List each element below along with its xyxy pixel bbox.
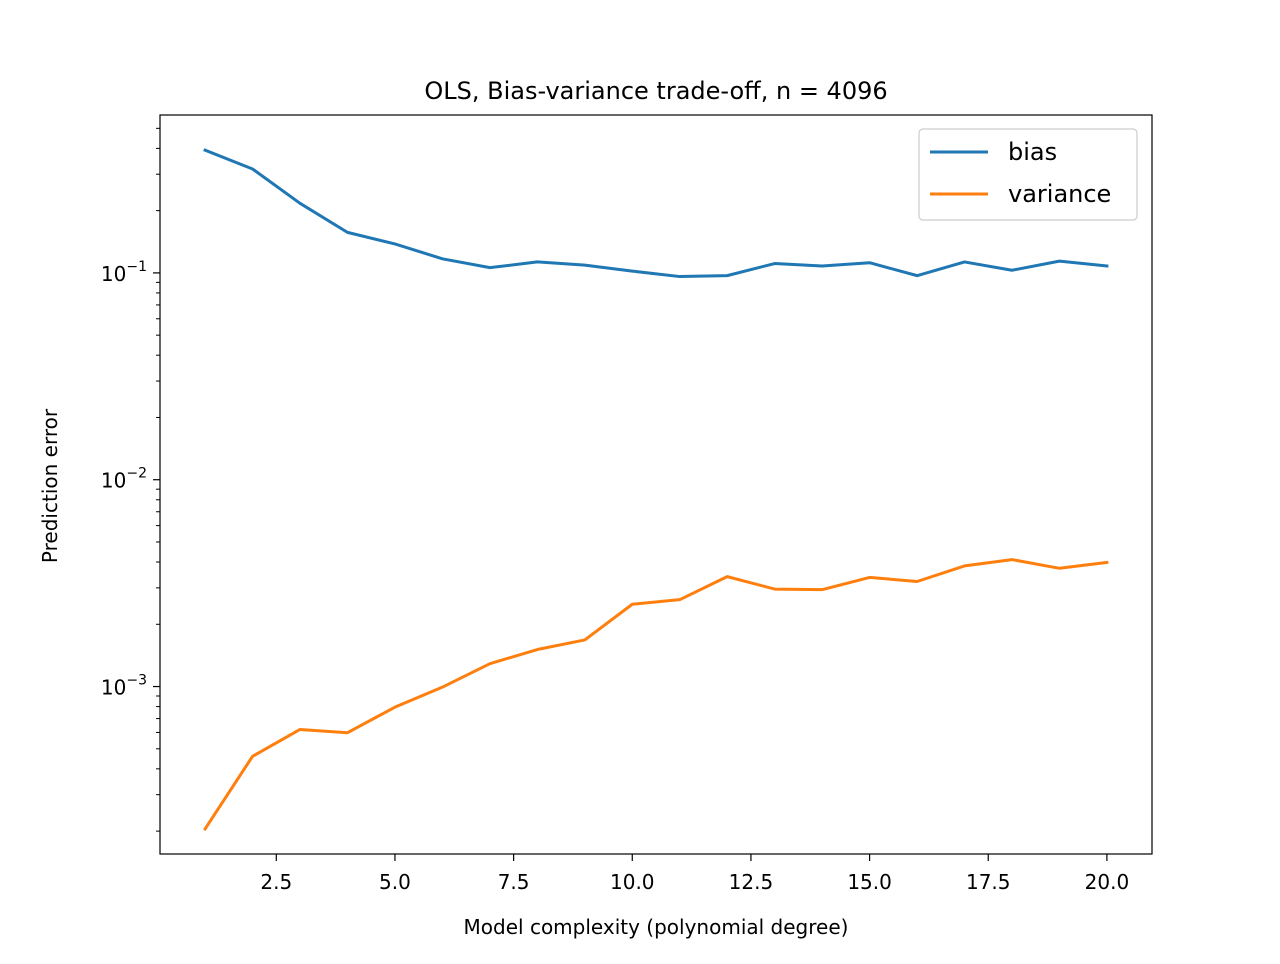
x-tick-label: 20.0 [1085, 870, 1130, 894]
x-tick-label: 7.5 [498, 870, 530, 894]
y-tick-label: 10−2 [101, 466, 147, 493]
x-axis-label: Model complexity (polynomial degree) [464, 915, 849, 939]
plot-area: 2.5 5.0 7.5 10.0 12.5 15.0 17.5 20.0 10−3 10−2 10−… [101, 114, 1153, 894]
x-tick-label: 5.0 [379, 870, 411, 894]
x-tick-label: 2.5 [260, 870, 292, 894]
y-tick-label: 10−1 [101, 259, 147, 286]
x-tick-label: 15.0 [847, 870, 892, 894]
legend: bias variance [918, 128, 1138, 221]
series-line-variance [203, 558, 1109, 831]
legend-label-variance: variance [1008, 180, 1111, 208]
chart-title: OLS, Bias-variance trade-off, n = 4096 [424, 77, 887, 105]
x-tick-label: 17.5 [966, 870, 1011, 894]
legend-label-bias: bias [1008, 138, 1057, 166]
series-line-bias [203, 148, 1109, 279]
y-tick-label: 10−3 [101, 673, 147, 700]
x-tick-label: 12.5 [729, 870, 774, 894]
axes-frame [159, 114, 1153, 855]
x-tick-label: 10.0 [610, 870, 655, 894]
y-axis-label: Prediction error [38, 408, 62, 563]
